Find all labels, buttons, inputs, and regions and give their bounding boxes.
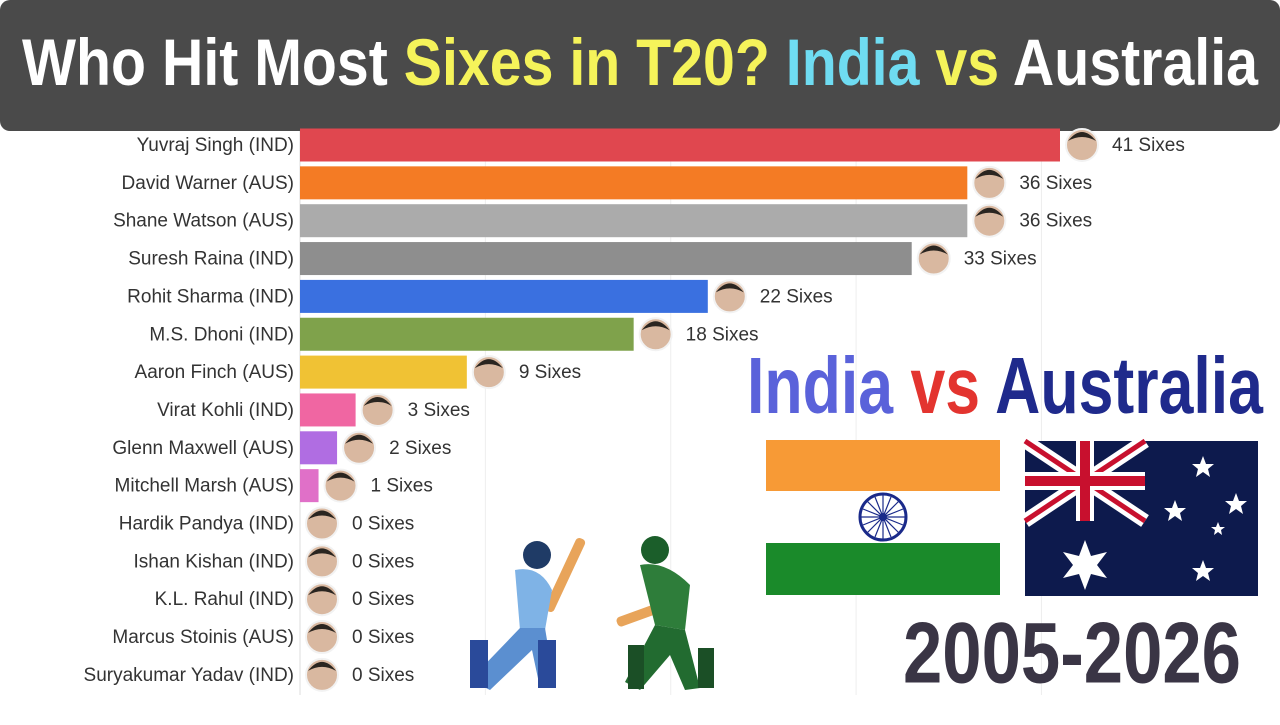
chart-title: Who Hit Most Sixes in T20? India vs Aust…: [22, 25, 1259, 99]
y-tick-label: Ishan Kishan (IND): [133, 551, 294, 572]
avatar-hair: [308, 661, 336, 671]
y-tick-label: Suresh Raina (IND): [128, 249, 294, 270]
avatar-hair: [363, 396, 392, 406]
subtitle-part: vs: [893, 341, 995, 430]
subtitle-part: Australia: [995, 341, 1263, 430]
y-tick-label: Shane Watson (AUS): [113, 211, 294, 232]
avatar-hair: [308, 548, 336, 558]
value-label: 9 Sixes: [519, 362, 581, 383]
subtitle: India vs Australia: [747, 341, 1263, 430]
y-tick-label: Suryakumar Yadav (IND): [84, 665, 294, 686]
avatar-hair: [641, 321, 670, 331]
y-tick-label: Mitchell Marsh (AUS): [115, 476, 294, 497]
bar: [300, 393, 356, 427]
bar: [300, 279, 708, 313]
avatar-hair: [1068, 132, 1096, 141]
value-label: 33 Sixes: [964, 249, 1037, 270]
avatar-hair: [308, 510, 336, 520]
bars: Yuvraj Singh (IND) 41 Sixes David Warner (…: [84, 128, 1185, 692]
australia-flag: [1021, 435, 1258, 596]
y-tick-label: David Warner (AUS): [122, 173, 294, 194]
value-label: 0 Sixes: [352, 627, 414, 648]
avatar-hair: [975, 207, 1004, 217]
title-part: India: [770, 25, 935, 99]
avatar-hair: [715, 283, 744, 293]
bar: [300, 431, 338, 465]
bar: [300, 166, 968, 200]
y-tick-label: Marcus Stoinis (AUS): [112, 627, 294, 648]
y-tick-label: M.S. Dhoni (IND): [149, 324, 294, 345]
avatar-hair: [345, 434, 374, 444]
period: 2005-2026: [903, 606, 1241, 702]
bar: [300, 242, 912, 276]
avatar-hair: [308, 624, 336, 634]
title-part: Who Hit Most: [22, 25, 404, 99]
value-label: 2 Sixes: [389, 438, 451, 459]
y-tick-label: Hardik Pandya (IND): [119, 514, 294, 535]
value-label: 0 Sixes: [352, 665, 414, 686]
y-tick-label: Virat Kohli (IND): [157, 400, 294, 421]
bar: [300, 128, 1060, 162]
value-label: 3 Sixes: [408, 400, 470, 421]
title-part: vs: [935, 25, 999, 99]
value-label: 41 Sixes: [1112, 135, 1185, 156]
y-tick-label: K.L. Rahul (IND): [155, 589, 294, 610]
value-label: 0 Sixes: [352, 589, 414, 610]
avatar-hair: [326, 472, 355, 482]
avatar-hair: [919, 245, 948, 255]
y-tick-label: Rohit Sharma (IND): [127, 286, 294, 307]
bar: [300, 469, 319, 503]
title-part: Sixes in T20?: [404, 25, 770, 99]
value-label: 0 Sixes: [352, 514, 414, 535]
bar: [300, 355, 467, 389]
batsman-green: [616, 536, 714, 690]
value-label: 0 Sixes: [352, 551, 414, 572]
value-label: 22 Sixes: [760, 286, 833, 307]
batsman-blue: [470, 537, 586, 690]
value-label: 18 Sixes: [686, 324, 759, 345]
y-tick-label: Glenn Maxwell (AUS): [112, 438, 294, 459]
y-tick-label: Aaron Finch (AUS): [135, 362, 294, 383]
avatar-hair: [474, 359, 503, 369]
value-label: 1 Sixes: [371, 476, 433, 497]
value-label: 36 Sixes: [1019, 211, 1092, 232]
y-tick-label: Yuvraj Singh (IND): [137, 135, 294, 156]
india-flag: [766, 440, 1000, 595]
header-bg: [0, 0, 1280, 131]
bar: [300, 204, 968, 238]
avatar-hair: [975, 169, 1004, 179]
avatar-hair: [308, 586, 336, 596]
title-part: Australia: [999, 25, 1259, 99]
value-label: 36 Sixes: [1019, 173, 1092, 194]
bar: [300, 317, 634, 351]
subtitle-part: India: [747, 341, 893, 430]
